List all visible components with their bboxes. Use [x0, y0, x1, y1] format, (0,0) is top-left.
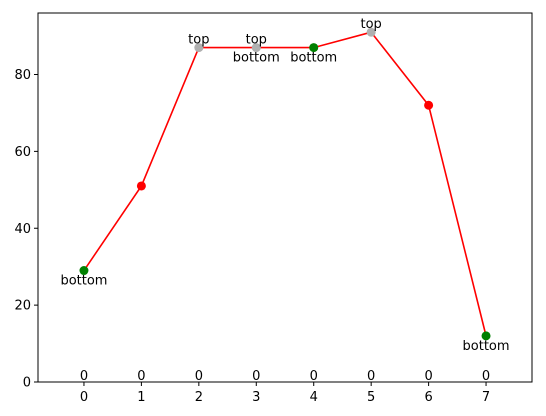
- baseline-label: 0: [195, 369, 203, 384]
- axes: 0 1 2 3 4 5 6 7 0 20 40 60 80: [14, 12, 533, 405]
- plot-marks: [79, 27, 491, 341]
- x-tick-label: 1: [137, 390, 145, 405]
- top-label: top: [188, 33, 209, 48]
- top-label: top: [361, 17, 382, 32]
- data-point: [481, 331, 491, 341]
- data-point: [79, 266, 89, 276]
- y-tick-label: 80: [14, 68, 31, 83]
- top-label: top: [246, 33, 267, 48]
- x-tick-label: 4: [310, 390, 318, 405]
- baseline-label: 0: [482, 369, 490, 384]
- data-point: [194, 43, 204, 53]
- y-tick-label: 20: [14, 299, 31, 314]
- baseline-label: 0: [310, 369, 318, 384]
- baseline-label: 0: [80, 369, 88, 384]
- bottom-label: bottom: [463, 339, 510, 354]
- data-point: [251, 43, 261, 53]
- data-point: [366, 27, 376, 37]
- bottom-label: bottom: [233, 51, 280, 66]
- x-tick-label: 5: [367, 390, 375, 405]
- y-tick-label: 0: [23, 376, 31, 391]
- baseline-label: 0: [424, 369, 432, 384]
- x-tick-label: 3: [252, 390, 260, 405]
- annotations: top top top bottom bottom bottom bottom 0 0 0 0 0 0 0…: [60, 17, 509, 384]
- bottom-label: bottom: [290, 51, 337, 66]
- plot-frame: [37, 12, 533, 383]
- baseline-label: 0: [367, 369, 375, 384]
- y-tick-label: 40: [14, 222, 31, 237]
- series-line: [83, 31, 487, 337]
- x-tick-label: 0: [80, 390, 88, 405]
- y-tick-label: 60: [14, 145, 31, 160]
- baseline-label: 0: [252, 369, 260, 384]
- baseline-label: 0: [137, 369, 145, 384]
- data-point: [136, 181, 146, 191]
- x-tick-label: 7: [482, 390, 490, 405]
- data-point: [309, 43, 319, 53]
- x-tick-label: 2: [195, 390, 203, 405]
- bottom-label: bottom: [60, 274, 107, 289]
- data-point: [424, 100, 434, 110]
- x-tick-label: 6: [424, 390, 432, 405]
